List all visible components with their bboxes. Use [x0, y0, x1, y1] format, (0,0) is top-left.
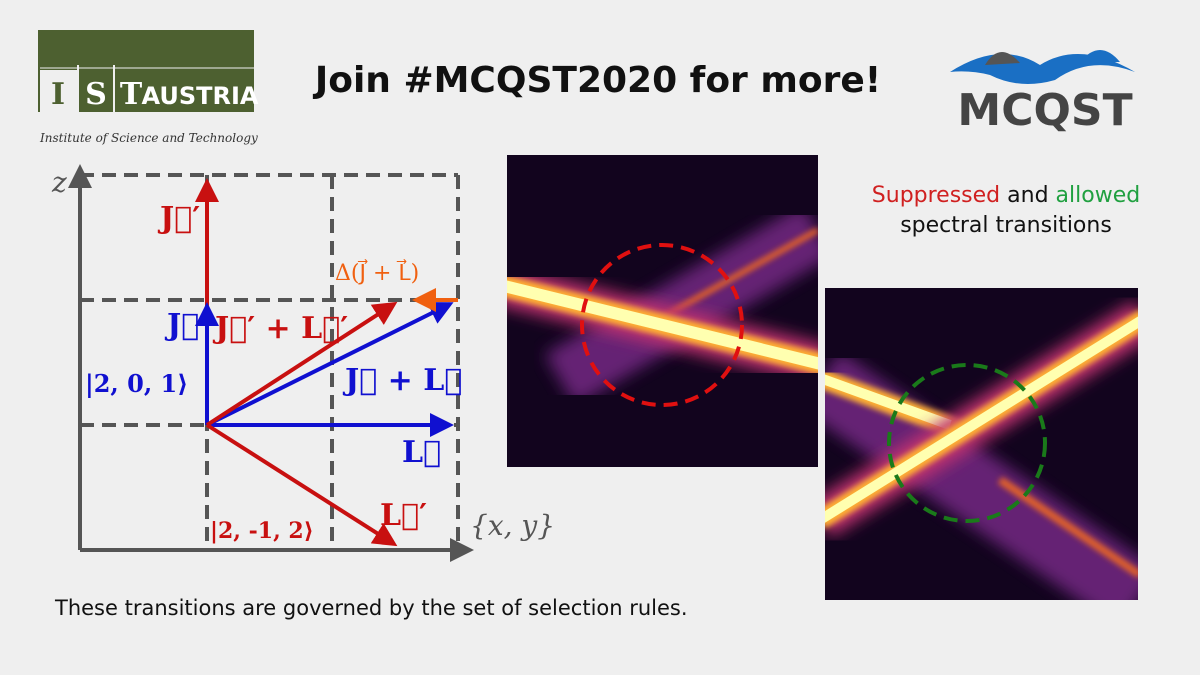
allowed-label: allowed — [1056, 183, 1141, 208]
state-label: |2, 0, 1⟩ — [85, 369, 188, 398]
vector-label: L⃗′ — [380, 498, 427, 533]
vector-label: J⃗ + L⃗ — [342, 363, 462, 398]
logo-letter: I — [51, 77, 65, 112]
state-label: |2, -1, 2⟩ — [210, 518, 314, 544]
vector-label: J⃗ — [164, 308, 199, 343]
title: Join #MCQST2020 for more! — [312, 60, 881, 101]
vector-label: J⃗′ + L⃗′ — [212, 311, 348, 346]
and-label: and — [1007, 183, 1048, 208]
legend-line: Suppressed and allowed — [872, 183, 1140, 208]
suppressed-circle — [580, 243, 744, 407]
axis-label: {x, y} — [470, 509, 555, 542]
logo-letter: T — [120, 77, 143, 112]
logo-text: MCQST — [957, 85, 1132, 136]
logo-letter: S — [85, 77, 107, 112]
spectrum-image — [507, 155, 818, 467]
axis-label: z — [51, 166, 67, 199]
spectrum-image — [825, 288, 1138, 600]
mcqst-logo: MCQST — [950, 50, 1135, 136]
suppressed-label: Suppressed — [872, 183, 1000, 208]
ist-logo: I S T AUSTRIA Institute of Science and T… — [38, 30, 259, 145]
vector-label: Δ(J⃗ + L⃗) — [335, 259, 419, 286]
allowed-circle — [887, 363, 1047, 523]
vector-label: J⃗′ — [157, 201, 200, 236]
vector-diagram: z {x, y} J⃗′ J⃗ J⃗′ + L⃗′ Δ(J⃗ + L⃗) J⃗ … — [51, 164, 555, 562]
legend-line: spectral transitions — [900, 213, 1112, 238]
vector-label: L⃗ — [402, 435, 441, 470]
logo-tagline: Institute of Science and Technology — [39, 131, 258, 145]
logo-word: AUSTRIA — [142, 82, 259, 110]
caption: These transitions are governed by the se… — [54, 596, 688, 620]
